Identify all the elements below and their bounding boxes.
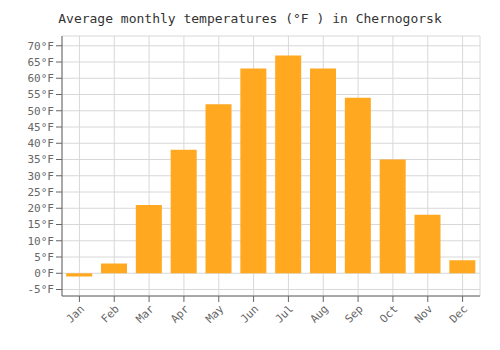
svg-text:Aug: Aug bbox=[308, 302, 331, 325]
svg-text:Feb: Feb bbox=[99, 302, 122, 325]
svg-text:Oct: Oct bbox=[377, 302, 400, 325]
html-text:Average monthly temperatures (: Average monthly temperatures (°F ) in Ch… bbox=[58, 11, 442, 26]
svg-text:May: May bbox=[203, 302, 227, 326]
svg-text:55°F: 55°F bbox=[28, 88, 55, 101]
svg-text:15°F: 15°F bbox=[28, 218, 55, 231]
svg-text:Mar: Mar bbox=[133, 302, 157, 326]
svg-text:65°F: 65°F bbox=[28, 56, 55, 69]
svg-text:Dec: Dec bbox=[447, 302, 470, 325]
svg-text:50°F: 50°F bbox=[28, 105, 55, 118]
svg-text:60°F: 60°F bbox=[28, 72, 55, 85]
svg-text:0°F: 0°F bbox=[34, 267, 54, 280]
svg-text:45°F: 45°F bbox=[28, 121, 55, 134]
svg-text:70°F: 70°F bbox=[28, 40, 55, 53]
svg-text:Jun: Jun bbox=[238, 302, 261, 325]
svg-text:Sep: Sep bbox=[342, 302, 365, 325]
svg-text:35°F: 35°F bbox=[28, 153, 55, 166]
svg-text:25°F: 25°F bbox=[28, 186, 55, 199]
svg-text:30°F: 30°F bbox=[28, 170, 55, 183]
svg-text:Jan: Jan bbox=[64, 302, 87, 325]
svg-text:Apr: Apr bbox=[168, 302, 192, 326]
svg-text:Nov: Nov bbox=[412, 302, 436, 326]
svg-text:5°F: 5°F bbox=[34, 251, 54, 264]
svg-text:40°F: 40°F bbox=[28, 137, 55, 150]
svg-text:20°F: 20°F bbox=[28, 202, 55, 215]
svg-text:10°F: 10°F bbox=[28, 235, 55, 248]
svg-text:-5°F: -5°F bbox=[28, 283, 55, 296]
svg-text:Jul: Jul bbox=[273, 302, 296, 325]
